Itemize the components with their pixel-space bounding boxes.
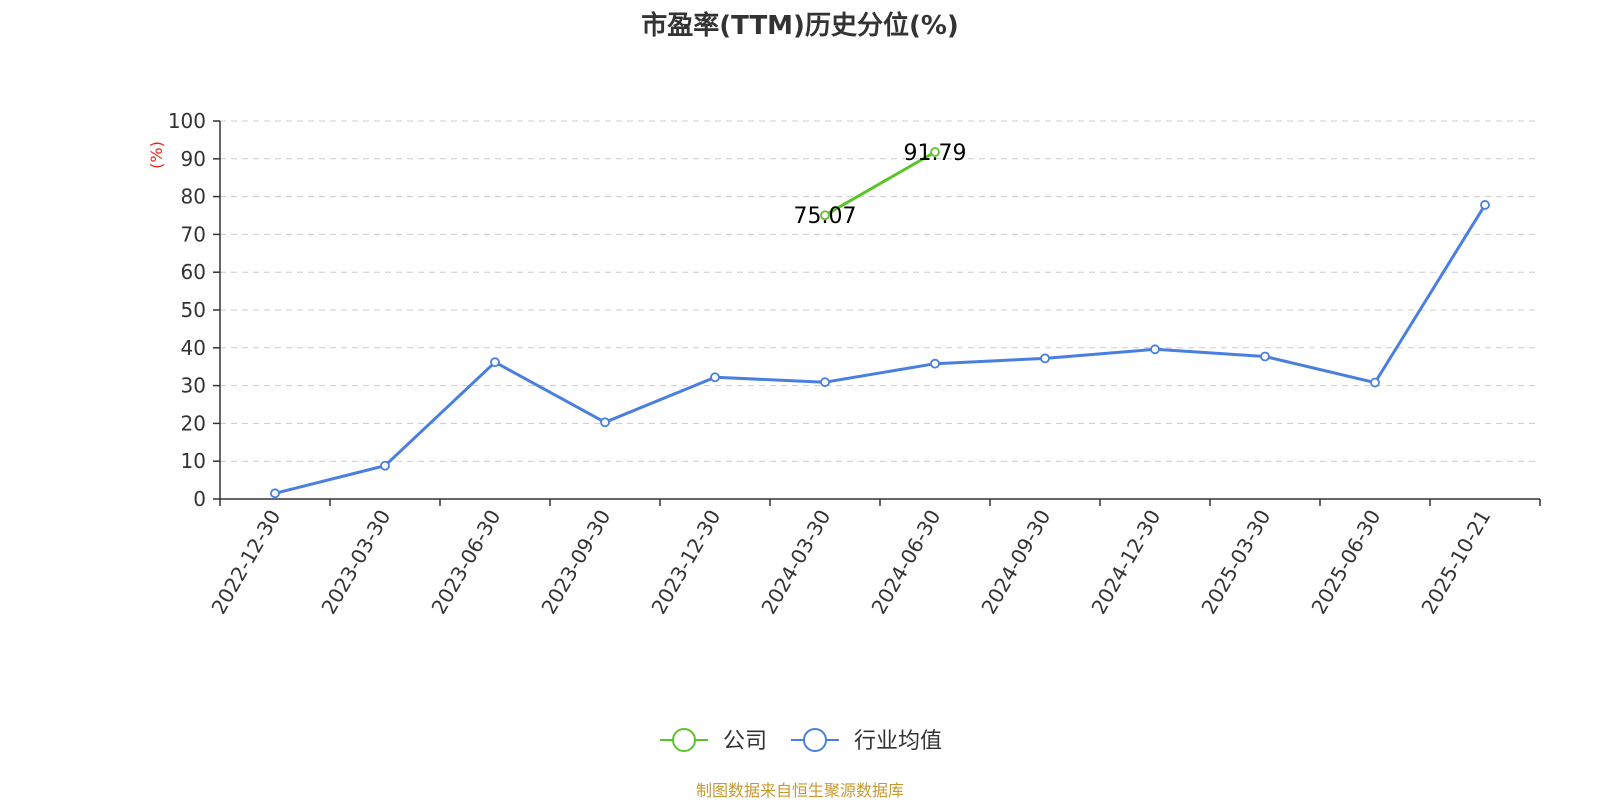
legend[interactable]: 公司 行业均值 bbox=[660, 728, 942, 754]
data-point bbox=[1260, 351, 1270, 362]
x-tick-label: 2023-09-30 bbox=[536, 506, 615, 619]
y-tick-label: 10 bbox=[181, 449, 206, 473]
series-group: 75.07 91.79 bbox=[270, 141, 1490, 499]
x-tick-label: 2023-03-30 bbox=[316, 506, 395, 619]
data-point bbox=[1150, 344, 1160, 355]
data-label: 75.07 bbox=[794, 204, 857, 229]
x-tick-label: 2024-06-30 bbox=[866, 506, 945, 619]
series-line bbox=[274, 204, 1487, 495]
y-tick-label: 60 bbox=[181, 260, 206, 284]
data-point bbox=[1370, 377, 1380, 388]
y-tick-label: 30 bbox=[181, 374, 206, 398]
y-tick-label: 90 bbox=[181, 147, 206, 171]
x-tick-label: 2023-12-30 bbox=[646, 506, 725, 619]
y-tick-label: 80 bbox=[181, 185, 206, 209]
x-axis-ticks: 2022-12-30 2023-03-30 2023-06-30 2023-09-30… bbox=[206, 499, 1541, 619]
data-point bbox=[930, 147, 940, 157]
legend-label: 公司 bbox=[723, 729, 767, 754]
y-axis-label: (%) bbox=[147, 141, 166, 169]
x-tick-label: 2025-03-30 bbox=[1196, 506, 1275, 619]
grid-lines bbox=[220, 120, 1540, 462]
legend-item[interactable]: 行业均值 bbox=[791, 728, 942, 754]
x-tick-label: 2025-06-30 bbox=[1306, 506, 1385, 619]
series-行业均值 bbox=[270, 200, 1490, 499]
data-point bbox=[1040, 353, 1050, 364]
y-tick-label: 40 bbox=[181, 336, 206, 360]
data-point bbox=[1480, 200, 1490, 210]
y-tick-label: 0 bbox=[193, 487, 206, 511]
series-公司: 75.07 91.79 bbox=[794, 141, 967, 229]
data-point bbox=[930, 358, 940, 369]
y-tick-label: 20 bbox=[181, 411, 206, 435]
legend-marker bbox=[672, 728, 696, 752]
series-line bbox=[824, 150, 936, 217]
y-axis-ticks: 0 10 20 30 40 50 60 70 80 90 100 bbox=[168, 109, 220, 511]
chart-title: 市盈率(TTM)历史分位(%) bbox=[641, 10, 959, 41]
x-tick-label: 2025-10-21 bbox=[1416, 506, 1495, 619]
x-tick-label: 2022-12-30 bbox=[206, 506, 285, 619]
data-point bbox=[270, 488, 280, 499]
data-point bbox=[820, 377, 830, 388]
data-point bbox=[380, 460, 390, 471]
legend-label: 行业均值 bbox=[854, 729, 942, 754]
data-point bbox=[600, 417, 610, 428]
data-label: 91.79 bbox=[904, 141, 967, 166]
y-tick-label: 70 bbox=[181, 222, 206, 246]
legend-item[interactable]: 公司 bbox=[660, 728, 767, 754]
source-note: 制图数据来自恒生聚源数据库 bbox=[696, 781, 904, 800]
data-point bbox=[710, 372, 720, 383]
x-tick-label: 2023-06-30 bbox=[426, 506, 505, 619]
x-tick-label: 2024-09-30 bbox=[976, 506, 1055, 619]
x-tick-label: 2024-03-30 bbox=[756, 506, 835, 619]
x-tick-label: 2024-12-30 bbox=[1086, 506, 1165, 619]
y-tick-label: 100 bbox=[168, 109, 206, 133]
y-tick-label: 50 bbox=[181, 298, 206, 322]
data-point bbox=[820, 210, 830, 221]
legend-marker bbox=[803, 728, 827, 752]
data-point bbox=[490, 357, 500, 368]
